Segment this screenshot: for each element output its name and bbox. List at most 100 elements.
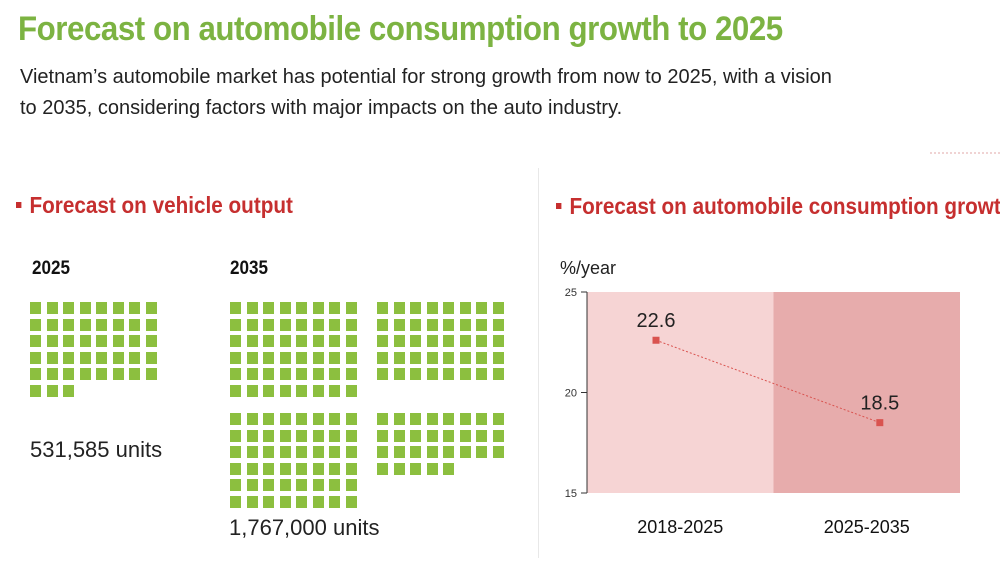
car-unit-square: [377, 413, 388, 425]
car-unit-square: [393, 302, 405, 314]
car-unit-square: [145, 302, 157, 314]
car-unit-square: [410, 413, 421, 425]
car-unit-square: [476, 318, 487, 331]
car-unit-square: [63, 351, 74, 364]
car-unit-square: [30, 351, 41, 364]
car-unit-square: [46, 302, 58, 314]
bullet-icon: [556, 202, 562, 209]
car-unit-square: [279, 495, 291, 508]
car-unit-square: [246, 302, 258, 314]
car-unit-square: [393, 446, 405, 458]
intro-line-1: Vietnam’s automobile market has potentia…: [20, 66, 832, 88]
car-unit-square: [30, 335, 41, 347]
car-unit-square: [312, 479, 324, 491]
car-unit-square: [279, 462, 291, 475]
car-unit-square: [96, 335, 107, 347]
car-unit-square: [329, 429, 340, 442]
dotted-divider: [930, 152, 1000, 154]
car-unit-square: [129, 302, 140, 314]
y-tick-label: 20: [565, 388, 577, 400]
car-unit-square: [30, 318, 41, 331]
car-unit-square: [476, 351, 487, 364]
page-title: Forecast on automobile consumption growt…: [18, 10, 783, 48]
car-unit-square: [279, 446, 291, 458]
car-unit-square: [129, 351, 140, 364]
car-unit-square: [63, 302, 74, 314]
data-point: [652, 336, 660, 344]
growth-heading-label: Forecast on automobile consumption growt…: [569, 193, 1000, 219]
car-unit-square: [329, 318, 340, 331]
car-unit-square: [329, 413, 340, 425]
car-unit-square: [230, 429, 241, 442]
car-unit-square: [30, 384, 41, 397]
car-unit-square: [312, 446, 324, 458]
car-unit-square: [345, 495, 357, 508]
car-unit-square: [263, 446, 274, 458]
car-unit-square: [459, 429, 471, 442]
car-unit-square: [145, 351, 157, 364]
car-unit-square: [296, 351, 307, 364]
car-unit-square: [459, 318, 471, 331]
car-unit-square: [96, 368, 107, 380]
car-unit-square: [492, 368, 504, 380]
car-unit-square: [329, 368, 340, 380]
car-unit-square: [492, 318, 504, 331]
car-unit-square: [393, 335, 405, 347]
car-unit-square: [410, 446, 421, 458]
car-unit-square: [329, 479, 340, 491]
car-unit-square: [112, 351, 124, 364]
car-unit-square: [393, 429, 405, 442]
car-unit-square: [459, 413, 471, 425]
car-unit-square: [296, 368, 307, 380]
car-unit-square: [393, 462, 405, 475]
car-unit-square: [377, 446, 388, 458]
car-unit-square: [246, 413, 258, 425]
car-unit-square: [312, 495, 324, 508]
car-unit-square: [377, 318, 388, 331]
car-unit-square: [279, 413, 291, 425]
car-unit-square: [263, 462, 274, 475]
car-unit-square: [246, 368, 258, 380]
output-heading-label: Forecast on vehicle output: [29, 192, 293, 218]
car-unit-square: [476, 335, 487, 347]
growth-section-heading: Forecast on automobile consumption growt…: [556, 193, 1000, 220]
car-unit-square: [345, 368, 357, 380]
car-unit-square: [279, 368, 291, 380]
car-unit-square: [345, 318, 357, 331]
car-unit-square: [410, 368, 421, 380]
car-unit-square: [492, 351, 504, 364]
car-unit-square: [79, 335, 91, 347]
car-unit-square: [377, 368, 388, 380]
car-unit-square: [79, 318, 91, 331]
car-unit-square: [145, 368, 157, 380]
car-unit-square: [345, 335, 357, 347]
data-label: 18.5: [860, 393, 899, 415]
year-2025-label: 2025: [32, 258, 71, 279]
car-unit-square: [393, 318, 405, 331]
car-unit-square: [279, 318, 291, 331]
car-unit-square: [345, 413, 357, 425]
car-unit-square: [476, 446, 487, 458]
car-unit-square: [426, 318, 438, 331]
car-unit-square: [96, 302, 107, 314]
car-unit-square: [79, 351, 91, 364]
car-unit-square: [129, 368, 140, 380]
car-unit-square: [443, 335, 454, 347]
car-unit-square: [476, 413, 487, 425]
car-unit-square: [410, 318, 421, 331]
car-unit-square: [312, 368, 324, 380]
car-unit-square: [459, 351, 471, 364]
car-unit-square: [345, 429, 357, 442]
car-unit-square: [46, 384, 58, 397]
car-unit-square: [443, 368, 454, 380]
units-2035: 1,767,000 units: [229, 515, 380, 540]
car-unit-square: [426, 462, 438, 475]
car-unit-square: [377, 351, 388, 364]
car-unit-square: [30, 368, 41, 380]
car-unit-square: [443, 413, 454, 425]
car-unit-square: [345, 302, 357, 314]
car-unit-square: [230, 479, 241, 491]
car-unit-square: [246, 351, 258, 364]
car-unit-square: [263, 335, 274, 347]
car-unit-square: [329, 495, 340, 508]
